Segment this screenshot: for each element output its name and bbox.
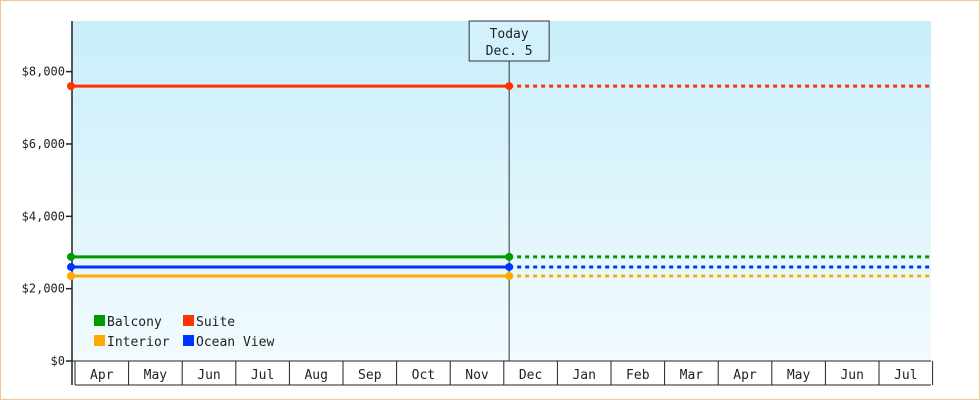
series-point	[505, 82, 514, 91]
legend-swatch	[94, 315, 105, 326]
legend-swatch	[183, 315, 194, 326]
x-tick-label: Feb	[626, 368, 650, 383]
x-tick-label: Jul	[251, 368, 274, 383]
legend-label: Ocean View	[196, 335, 274, 350]
legend-label: Balcony	[107, 315, 162, 330]
x-tick-label: May	[144, 368, 168, 383]
y-tick-label: $0	[51, 354, 65, 368]
x-tick-label: Jul	[894, 368, 917, 383]
legend-swatch	[183, 335, 194, 346]
y-tick-label: $6,000	[22, 137, 65, 151]
series-point	[67, 272, 75, 280]
x-tick-label: Aug	[304, 368, 327, 383]
x-tick-label: Jan	[572, 368, 595, 383]
today-date: Dec. 5	[486, 44, 533, 59]
series-point	[67, 262, 75, 271]
legend-label: Interior	[107, 335, 170, 350]
y-tick-label: $2,000	[22, 282, 65, 296]
x-tick-label: Jun	[197, 368, 220, 383]
plot-area	[72, 21, 931, 361]
legend-label: Suite	[196, 315, 235, 330]
series-point	[505, 252, 514, 261]
legend-swatch	[94, 335, 105, 346]
series-point	[505, 262, 514, 271]
x-tick-label: Oct	[412, 368, 435, 383]
x-tick-label: May	[787, 368, 811, 383]
series-point	[505, 272, 514, 280]
x-tick-label: Apr	[90, 368, 114, 383]
series-point	[67, 82, 75, 91]
today-label: Today	[490, 27, 529, 42]
today-box	[468, 20, 550, 62]
x-tick-label: Nov	[465, 368, 489, 383]
x-tick-label: Mar	[680, 368, 704, 383]
x-tick-label: Dec	[519, 368, 542, 383]
x-tick-label: Jun	[840, 368, 863, 383]
x-tick-label: Sep	[358, 368, 382, 383]
y-tick-label: $4,000	[22, 209, 65, 223]
series-point	[67, 252, 75, 261]
x-tick-label: Apr	[733, 368, 757, 383]
y-tick-label: $8,000	[22, 65, 65, 79]
